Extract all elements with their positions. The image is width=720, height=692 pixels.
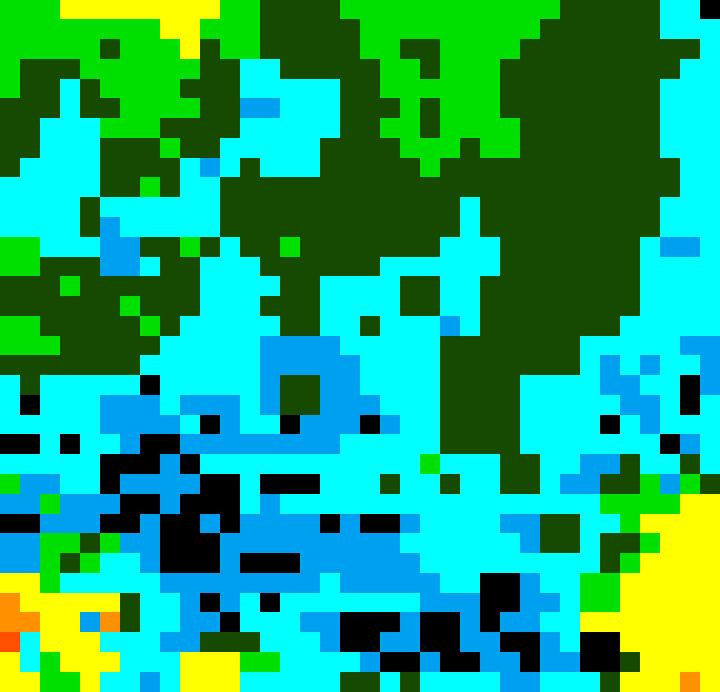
heatmap-canvas [0, 0, 720, 692]
weather-raster-figure [0, 0, 720, 692]
